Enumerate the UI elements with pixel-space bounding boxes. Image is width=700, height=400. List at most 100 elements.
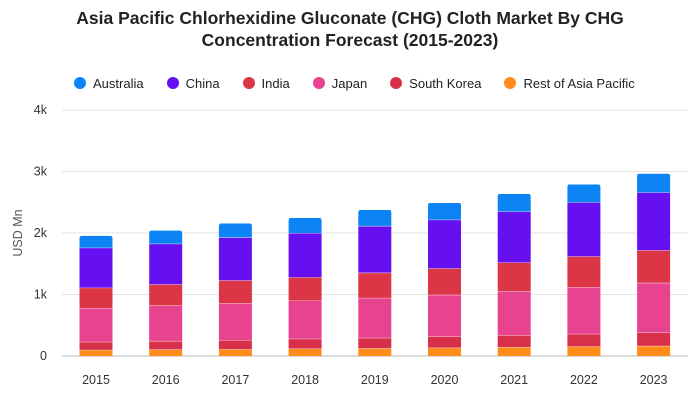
bar-australia-2017 xyxy=(218,223,252,238)
legend-label-rest-of-asia-pacific: Rest of Asia Pacific xyxy=(523,75,635,91)
legend-label-australia: Australia xyxy=(93,75,144,91)
bar-india-2017 xyxy=(218,280,252,304)
bar-south-korea-2018 xyxy=(288,338,322,349)
bar-rest-of-asia-pacific-2016 xyxy=(149,349,183,356)
x-tick-label: 2021 xyxy=(500,373,528,387)
legend-label-south-korea: South Korea xyxy=(409,75,482,91)
bar-china-2016 xyxy=(149,243,183,285)
bar-rest-of-asia-pacific-2015 xyxy=(79,349,113,356)
bar-australia-2019 xyxy=(358,209,392,226)
bar-japan-2016 xyxy=(149,305,183,341)
bar-south-korea-2017 xyxy=(218,340,252,350)
legend-swatch-china xyxy=(166,77,179,89)
bar-china-2017 xyxy=(218,237,252,281)
bar-stack-2020 xyxy=(428,202,461,356)
bar-south-korea-2020 xyxy=(428,336,461,348)
legend-swatch-australia xyxy=(74,77,86,89)
x-tick-label: 2023 xyxy=(640,373,668,387)
legend-swatch-japan xyxy=(312,77,325,89)
bar-australia-2023 xyxy=(637,173,671,193)
bar-rest-of-asia-pacific-2019 xyxy=(358,348,392,356)
bar-china-2021 xyxy=(497,211,531,263)
bar-australia-2021 xyxy=(497,193,531,212)
bar-japan-2019 xyxy=(358,297,392,338)
legend-swatch-south-korea xyxy=(390,77,403,89)
bar-india-2020 xyxy=(428,268,461,295)
bar-india-2016 xyxy=(149,284,183,306)
y-axis-label: USD Mn xyxy=(11,209,25,256)
x-tick-label: 2020 xyxy=(431,373,459,387)
bar-japan-2017 xyxy=(218,303,252,341)
bar-stack-2021 xyxy=(497,193,531,356)
x-tick-label: 2019 xyxy=(361,373,389,387)
x-tick-label: 2017 xyxy=(221,373,249,387)
legend-item-india[interactable]: India xyxy=(242,75,290,91)
bar-stack-2016 xyxy=(149,229,183,356)
y-tick-label: 3k xyxy=(34,165,48,179)
bar-china-2019 xyxy=(358,225,392,273)
legend-swatch-rest-of-asia-pacific xyxy=(504,77,517,89)
legend-item-china[interactable]: China xyxy=(166,75,220,91)
bar-india-2023 xyxy=(637,250,671,283)
legend-swatch-india xyxy=(242,77,255,89)
bar-south-korea-2021 xyxy=(497,335,531,348)
bar-australia-2022 xyxy=(567,184,601,203)
bar-india-2015 xyxy=(79,287,113,309)
bar-china-2015 xyxy=(79,247,113,288)
bar-south-korea-2016 xyxy=(149,340,183,350)
x-tick-label: 2022 xyxy=(570,373,598,387)
y-tick-label: 0 xyxy=(40,349,47,363)
bar-stack-2015 xyxy=(79,235,113,356)
x-tick-label: 2015 xyxy=(82,373,110,387)
legend-label-india: India xyxy=(261,75,290,91)
bar-rest-of-asia-pacific-2017 xyxy=(218,349,252,356)
bar-australia-2020 xyxy=(428,202,461,220)
bar-australia-2018 xyxy=(288,217,322,233)
y-tick-label: 1k xyxy=(34,288,48,302)
x-tick-label: 2016 xyxy=(152,373,180,387)
y-tick-label: 4k xyxy=(34,103,48,117)
legend-item-japan[interactable]: Japan xyxy=(312,75,368,91)
legend-item-australia[interactable]: Australia xyxy=(74,76,144,91)
bar-south-korea-2023 xyxy=(637,332,671,346)
chart-legend: Australia China India Japan South Korea Rest … xyxy=(74,74,658,92)
bar-india-2018 xyxy=(288,277,322,301)
bar-rest-of-asia-pacific-2020 xyxy=(428,347,461,356)
legend-label-japan: Japan xyxy=(331,75,368,91)
bar-rest-of-asia-pacific-2021 xyxy=(497,347,531,356)
bar-rest-of-asia-pacific-2022 xyxy=(567,346,601,356)
bar-australia-2015 xyxy=(79,235,113,248)
legend-item-south-korea[interactable]: South Korea xyxy=(390,76,481,91)
chart-title-line-1: Asia Pacific Chlorhexidine Gluconate (CH… xyxy=(76,8,624,28)
bar-japan-2023 xyxy=(637,282,671,333)
bar-rest-of-asia-pacific-2023 xyxy=(637,345,671,356)
bar-stack-2022 xyxy=(567,183,601,356)
legend-item-rest-of-asia-pacific[interactable]: Rest of Asia Pacific xyxy=(504,75,635,91)
bar-japan-2015 xyxy=(79,308,113,342)
bar-japan-2021 xyxy=(497,291,531,336)
bar-south-korea-2022 xyxy=(567,333,601,347)
bar-japan-2020 xyxy=(428,294,461,337)
chart-title-line-2: Concentration Forecast (2015-2023) xyxy=(201,30,499,50)
bar-stack-2023 xyxy=(637,172,671,356)
y-tick-label: 2k xyxy=(34,226,48,240)
bar-south-korea-2019 xyxy=(358,337,392,349)
bar-india-2022 xyxy=(567,256,601,288)
bar-south-korea-2015 xyxy=(79,341,113,350)
bar-china-2018 xyxy=(288,233,322,278)
bar-stack-2017 xyxy=(218,222,252,356)
bar-stack-2019 xyxy=(358,209,392,356)
bar-australia-2016 xyxy=(149,230,183,244)
bar-china-2022 xyxy=(567,202,601,257)
bar-japan-2022 xyxy=(567,287,601,334)
bar-china-2020 xyxy=(428,219,461,269)
bar-india-2019 xyxy=(358,272,392,298)
chart-title: Asia Pacific Chlorhexidine Gluconate (CH… xyxy=(0,7,700,51)
bar-japan-2018 xyxy=(288,300,322,339)
bar-stack-2018 xyxy=(288,217,322,356)
bar-india-2021 xyxy=(497,262,531,292)
legend-label-china: China xyxy=(185,75,220,91)
x-tick-label: 2018 xyxy=(291,373,319,387)
bar-china-2023 xyxy=(637,192,671,251)
